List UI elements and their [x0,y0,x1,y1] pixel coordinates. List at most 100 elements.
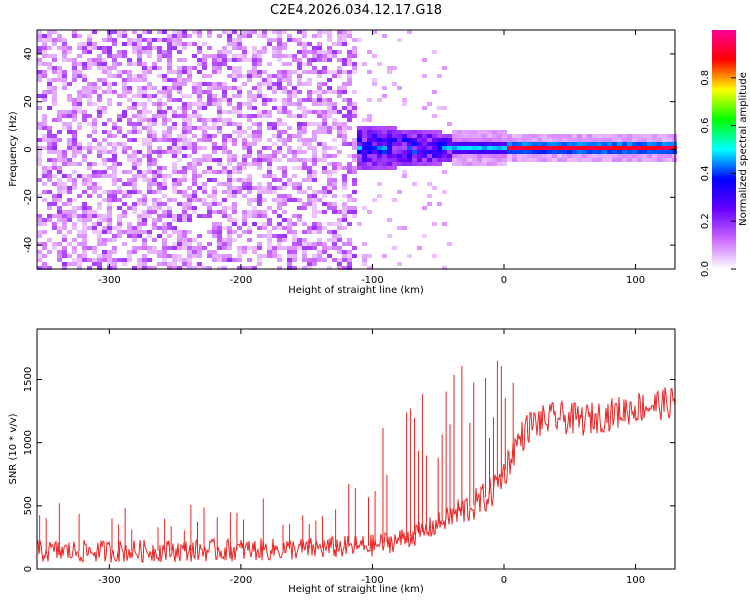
spectrogram-cell [252,122,257,126]
spectrogram-cell [432,90,437,94]
spectrogram-cell [207,86,212,90]
spectrogram-cell [82,246,87,250]
spectrogram-cell [222,182,227,186]
spectrogram-cell [282,154,287,158]
spectrogram-cell [117,118,122,122]
spectrogram-cell [232,58,237,62]
spectrogram-cell [242,246,247,250]
spectrogram-cell [277,222,282,226]
spectrogram-cell [297,218,302,222]
spectrogram-cell [117,34,122,38]
spectrogram-cell [357,162,362,166]
spectrogram-cell [192,82,197,86]
spectrogram-cell [142,238,147,242]
spectrogram-cell [217,114,222,118]
spectrogram-cell [47,146,52,150]
spectrogram-cell [397,226,402,230]
spectrogram-cell [577,142,582,146]
spectrogram-cell [72,210,77,214]
spectrogram-cell [307,122,312,126]
spectrogram-cell [512,154,517,158]
spectrogram-cell [72,98,77,102]
spectrogram-cell [37,126,42,130]
spectrogram-cell [257,258,262,262]
spectrogram-cell [52,78,57,82]
spectrogram-cell [82,78,87,82]
spectrogram-cell [332,178,337,182]
spectrogram-cell [452,154,457,158]
spectrogram-cell [307,58,312,62]
spectrogram-cell [277,206,282,210]
spectrogram-cell [292,114,297,118]
spectrogram-cell [117,126,122,130]
spectrogram-cell [332,166,337,170]
spectrogram-cell [177,34,182,38]
spectrogram-cell [147,250,152,254]
spectrogram-cell [337,258,342,262]
spectrogram-cell [37,230,42,234]
spectrogram-cell [37,122,42,126]
spectrogram-cell [42,50,47,54]
spectrogram-cell [227,190,232,194]
spectrogram-cell [157,50,162,54]
spectrogram-cell [102,38,107,42]
spectrogram-cell [412,134,417,138]
spectrogram-cell [272,74,277,78]
spectrogram-cell [102,242,107,246]
spectrogram-cell [442,222,447,226]
spectrogram-cell [72,206,77,210]
spectrogram-cell [87,50,92,54]
spectrogram-cell [237,74,242,78]
spectrogram-cell [207,254,212,258]
spectrogram-cell [637,150,642,154]
spectrogram-cell [312,50,317,54]
spectrogram-cell [107,198,112,202]
spectrogram-cell [182,166,187,170]
spectrogram-cell [167,34,172,38]
spectrogram-cell [317,258,322,262]
spectrogram-cell [637,142,642,146]
spectrogram-cell [487,142,492,146]
spectrogram-cell [372,158,377,162]
spectrogram-cell [427,182,432,186]
spectrogram-cell [447,150,452,154]
spectrogram-cell [272,46,277,50]
spectrogram-cell [287,78,292,82]
spectrogram-cell [342,242,347,246]
spectrogram-cell [62,122,67,126]
spectrogram-cell [212,190,217,194]
spectrogram-cell [102,230,107,234]
spectrogram-cell [47,38,52,42]
spectrogram-cell [142,138,147,142]
spectrogram-cell [127,62,132,66]
spectrogram-cell [417,162,422,166]
spectrogram-cell [157,250,162,254]
spectrogram-cell [197,30,202,34]
spectrogram-cell [107,142,112,146]
spectrogram-cell [72,154,77,158]
spectrogram-cell [122,30,127,34]
spectrogram-cell [72,182,77,186]
spectrogram-cell [317,114,322,118]
spectrogram-cell [92,62,97,66]
spectrogram-cell [62,174,67,178]
spectrogram-cell [82,182,87,186]
spectrogram-cell [92,30,97,34]
spectrogram-cell [152,158,157,162]
spectrogram-cell [167,38,172,42]
spectrogram-cell [62,50,67,54]
spectrogram-cell [72,34,77,38]
spectrogram-cell [552,158,557,162]
spectrogram-cell [137,266,142,270]
spectrogram-cell [282,74,287,78]
spectrogram-cell [312,230,317,234]
spectrogram-cell [497,146,502,150]
spectrogram-cell [177,170,182,174]
spectrogram-cell [47,214,52,218]
spectrogram-cell [57,138,62,142]
spectrogram-cell [207,266,212,270]
spectrogram-cell [217,146,222,150]
spectrogram-cell [92,250,97,254]
spectrogram-cell [67,230,72,234]
spectrogram-cell [87,258,92,262]
